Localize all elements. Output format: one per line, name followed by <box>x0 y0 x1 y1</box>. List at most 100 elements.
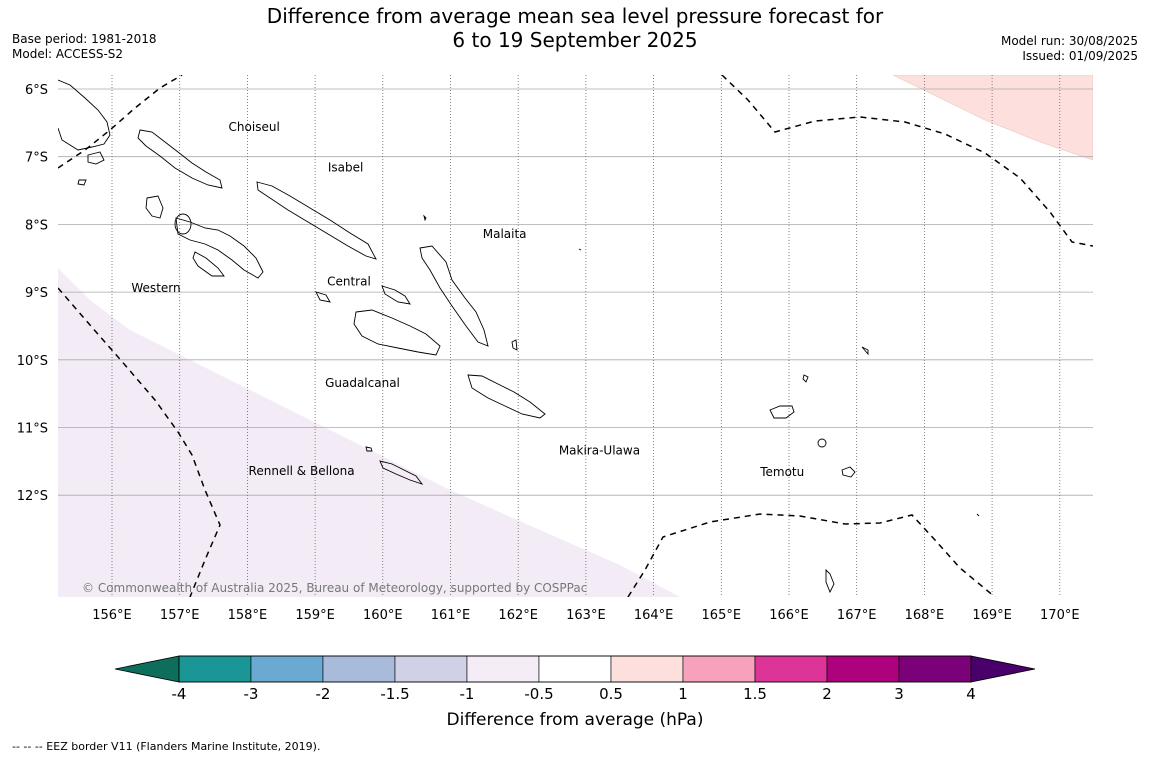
island-vella-lavella <box>145 195 164 219</box>
colorbar-segment <box>466 655 540 683</box>
island-russell <box>315 291 331 303</box>
colorbar-tick-label: 3 <box>894 685 904 703</box>
lon-label: 163°E <box>566 608 606 623</box>
positive-anomaly-area <box>892 75 1093 161</box>
colorbar-segment <box>898 655 972 683</box>
island-bougainville <box>58 79 111 151</box>
longitude-labels: 156°E 157°E 158°E 159°E 160°E 161°E 162°E 163°E… <box>92 608 1079 623</box>
island-utupua <box>817 438 827 448</box>
eez-border-southwest <box>58 287 221 597</box>
model-name: Model: ACCESS-S2 <box>12 47 124 61</box>
island-tikopia <box>825 568 835 594</box>
colorbar-tick-label: 0.5 <box>599 685 623 703</box>
lon-label: 159°E <box>295 608 335 623</box>
eez-borders <box>58 75 1093 597</box>
island-bellona <box>365 446 373 452</box>
region-label: Rennell & Bellona <box>249 464 355 478</box>
region-label: Central <box>327 274 371 288</box>
island-rendova <box>192 251 225 277</box>
title-line-2: 6 to 19 September 2025 <box>452 28 698 52</box>
lon-label: 167°E <box>837 608 877 623</box>
island-choiseul <box>137 129 223 189</box>
lon-label: 168°E <box>905 608 945 623</box>
lon-label: 165°E <box>702 608 742 623</box>
island-ontong-java <box>423 214 427 222</box>
lat-label: 7°S <box>25 151 48 166</box>
colorbar-segment <box>682 655 756 683</box>
meta-left: Base period: 1981-2018 Model: ACCESS-S2 <box>12 32 157 62</box>
colorbar-segment <box>250 655 324 683</box>
colorbar-tick-label: -1.5 <box>380 685 409 703</box>
colorbar-segment <box>322 655 396 683</box>
lon-label: 158°E <box>228 608 268 623</box>
region-label: Western <box>131 281 180 295</box>
region-label: Guadalcanal <box>325 376 400 390</box>
colorbar-segments <box>178 655 972 683</box>
lat-label: 10°S <box>17 354 48 369</box>
colorbar-tick-label: -0.5 <box>524 685 553 703</box>
island-vanikoro <box>841 466 856 478</box>
latitude-labels: 6°S 7°S 8°S 9°S 10°S 11°S 12°S <box>17 83 48 504</box>
colorbar-tick-label: 2 <box>822 685 832 703</box>
colorbar-segment <box>538 655 612 683</box>
eez-border-northeast <box>721 75 1093 247</box>
negative-anomaly-area <box>58 268 680 597</box>
island-santa-cruz <box>769 405 795 419</box>
colorbar-frame <box>178 655 972 683</box>
island-isabel <box>256 181 377 260</box>
colorbar-segment <box>394 655 468 683</box>
title-line-1: Difference from average mean sea level p… <box>266 4 884 28</box>
page-title: Difference from average mean sea level p… <box>0 4 1150 52</box>
lon-label: 161°E <box>431 608 471 623</box>
region-label: Choiseul <box>229 120 280 134</box>
latitude-gridlines <box>58 88 1093 496</box>
colorbar-extend-low <box>114 655 180 683</box>
island-nggela <box>381 285 411 305</box>
lon-label: 164°E <box>634 608 674 623</box>
meta-right: Model run: 30/08/2025 Issued: 01/09/2025 <box>1001 34 1138 64</box>
colorbar-segment <box>754 655 828 683</box>
colorbar: -4 -3 -2 -1.5 -1 -0.5 0.5 1 1.5 2 3 4 <box>114 655 1036 703</box>
footnote: -- -- -- EEZ border V11 (Flanders Marine… <box>12 740 321 753</box>
lon-label: 162°E <box>498 608 538 623</box>
lat-label: 11°S <box>17 422 48 437</box>
colorbar-extend-high <box>970 655 1036 683</box>
island-new-georgia <box>175 217 264 279</box>
lat-label: 6°S <box>25 83 48 98</box>
lon-label: 156°E <box>92 608 132 623</box>
eez-border-southeast <box>627 513 996 597</box>
colorbar-ticks: -4 -3 -2 -1.5 -1 -0.5 0.5 1 1.5 2 3 4 <box>172 685 976 703</box>
lon-label: 160°E <box>363 608 403 623</box>
island-duff <box>861 346 869 356</box>
colorbar-tick-label: 1 <box>678 685 688 703</box>
region-label: Makira-Ulawa <box>559 444 640 458</box>
island-guadalcanal <box>353 309 441 356</box>
island-reef-islands <box>802 374 809 383</box>
colorbar-tick-label: -2 <box>316 685 331 703</box>
island-treasury <box>77 179 87 186</box>
colorbar-tick-label: -3 <box>244 685 259 703</box>
map-area: Choiseul Isabel Malaita Western Central Guada… <box>58 75 1093 597</box>
base-period: Base period: 1981-2018 <box>12 32 157 46</box>
colorbar-segment <box>610 655 684 683</box>
lon-label: 157°E <box>160 608 200 623</box>
region-label: Malaita <box>483 227 527 241</box>
colorbar-segment <box>178 655 252 683</box>
island-sikaiana <box>578 248 582 251</box>
lon-label: 169°E <box>972 608 1012 623</box>
colorbar-tick-label: 4 <box>966 685 976 703</box>
region-labels: Choiseul Isabel Malaita Western Central Guada… <box>131 120 804 479</box>
colorbar-segment <box>826 655 900 683</box>
model-run: Model run: 30/08/2025 <box>1000 34 1138 48</box>
colorbar-tick-label: -1 <box>460 685 475 703</box>
island-kolombangara <box>174 213 192 235</box>
lat-label: 9°S <box>25 286 48 301</box>
lat-label: 12°S <box>17 489 48 504</box>
copyright-notice: © Commonwealth of Australia 2025, Bureau… <box>82 581 587 595</box>
issued-date: Issued: 01/09/2025 <box>1022 49 1138 63</box>
lon-label: 170°E <box>1040 608 1080 623</box>
region-label: Isabel <box>328 161 363 175</box>
longitude-gridlines <box>111 75 1061 597</box>
island-shortland <box>87 151 105 165</box>
